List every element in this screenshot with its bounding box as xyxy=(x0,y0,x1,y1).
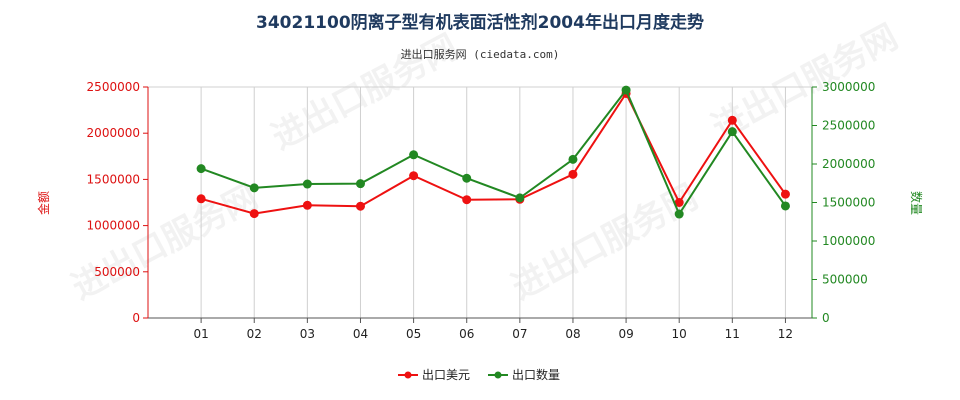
series-1-point xyxy=(568,169,578,179)
series-2-point xyxy=(409,150,419,160)
series-2-point xyxy=(727,127,737,137)
series-2-point xyxy=(196,164,206,174)
series-1-point xyxy=(249,209,259,219)
series-1-point xyxy=(727,115,737,125)
x-tick-label: 08 xyxy=(565,327,580,341)
watermark-text: 进出口服务网 xyxy=(265,27,464,158)
legend-swatch-marker-1 xyxy=(404,371,412,379)
series-line-1 xyxy=(200,91,787,215)
y-right-tick-label: 2000000 xyxy=(822,157,875,171)
y-left-tick-label: 500000 xyxy=(94,265,140,279)
series-2-point xyxy=(674,209,684,219)
y-right-tick-label: 3000000 xyxy=(822,80,875,94)
x-tick-label: 04 xyxy=(353,327,368,341)
series-1-point xyxy=(302,200,312,210)
series-2-point xyxy=(302,179,312,189)
legend: 出口美元 出口数量 xyxy=(398,367,560,382)
series-2-point xyxy=(249,183,259,193)
y-left-tick-label: 0 xyxy=(132,311,140,325)
y-axis-right-label: 数量 xyxy=(909,191,924,215)
x-tick-label: 12 xyxy=(778,327,793,341)
y-left-tick-label: 1500000 xyxy=(87,172,140,186)
series-1-point xyxy=(196,194,206,204)
watermark-text: 进出口服务网 xyxy=(65,177,264,308)
chart-title: 34021100阴离子型有机表面活性剂2004年出口月度走势 xyxy=(256,12,704,33)
series-1-point xyxy=(780,189,790,199)
series-line-2 xyxy=(200,88,787,217)
y-right-tick-label: 500000 xyxy=(822,273,868,287)
series-2-point xyxy=(515,193,525,203)
y-left-tick-label: 1000000 xyxy=(87,219,140,233)
x-tick-label: 03 xyxy=(300,327,315,341)
series-2-point xyxy=(568,154,578,164)
y-left-tick-label: 2000000 xyxy=(87,126,140,140)
y-axis-left-label: 金额 xyxy=(36,191,51,215)
legend-swatch-marker-2 xyxy=(494,371,502,379)
x-tick-label: 09 xyxy=(618,327,633,341)
x-tick-label: 11 xyxy=(725,327,740,341)
legend-label-1: 出口美元 xyxy=(422,368,470,382)
x-tick-label: 05 xyxy=(406,327,421,341)
y-right-tick-label: 1000000 xyxy=(822,234,875,248)
y-right-tick-label: 1500000 xyxy=(822,196,875,210)
x-tick-label: 01 xyxy=(193,327,208,341)
series-1-point xyxy=(409,171,419,181)
series-2-point xyxy=(462,173,472,183)
axes-layer: 0 500000 1000000 1500000 2000000 2500000 0 5000… xyxy=(87,80,876,341)
series-2-point xyxy=(621,85,631,95)
x-tick-label: 10 xyxy=(672,327,687,341)
series-layer xyxy=(196,85,790,219)
legend-label-2: 出口数量 xyxy=(512,367,560,382)
series-1-point xyxy=(462,195,472,205)
x-tick-label: 02 xyxy=(247,327,262,341)
x-tick-label: 06 xyxy=(459,327,474,341)
y-right-tick-label: 0 xyxy=(822,311,830,325)
y-left-tick-label: 2500000 xyxy=(87,80,140,94)
chart-subtitle: 进出口服务网 (ciedata.com) xyxy=(401,47,560,61)
watermark-text: 进出口服务网 xyxy=(505,177,704,308)
series-1-point xyxy=(674,198,684,207)
y-right-tick-label: 2500000 xyxy=(822,119,875,133)
series-1-point xyxy=(355,201,365,211)
x-tick-label: 07 xyxy=(512,327,527,341)
series-2-point xyxy=(780,201,790,211)
series-2-point xyxy=(355,179,365,189)
